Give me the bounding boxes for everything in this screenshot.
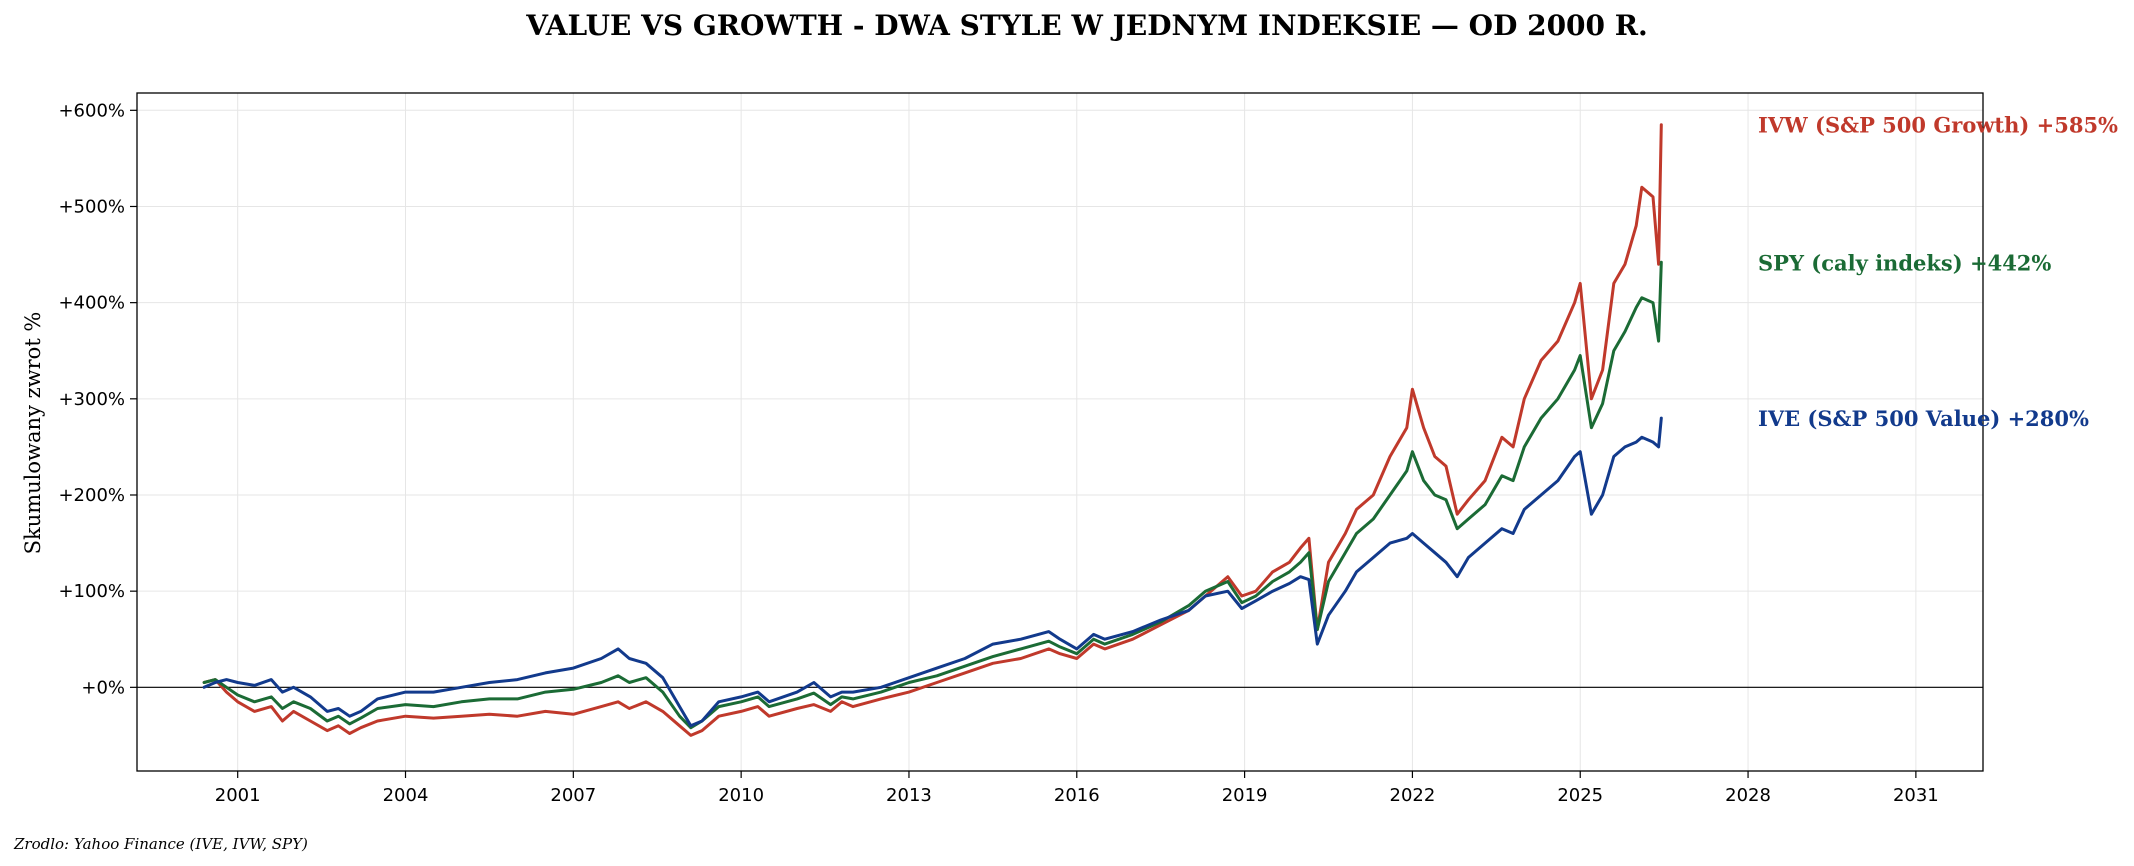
- plot-frame: [136, 92, 1984, 772]
- grid-lines: [137, 93, 1983, 771]
- x-tick-label: 2004: [383, 785, 429, 806]
- x-tick-label: 2028: [1725, 785, 1771, 806]
- series-end-labels: IVW (S&P 500 Growth) +585% SPY (caly inde…: [1758, 113, 2118, 431]
- y-tick-label: +200%: [58, 485, 125, 506]
- x-axis-ticks: 2001 2004 2007 2010 2013 2016 2019 2022 2025 2028…: [215, 771, 1939, 806]
- x-tick-label: 2013: [886, 785, 932, 806]
- series-line-0: [202, 123, 1663, 737]
- series-end-label: SPY (caly indeks) +442%: [1758, 250, 2051, 275]
- y-tick-label: +600%: [58, 100, 125, 121]
- y-axis-ticks: +0% +100% +200% +300% +400% +500% +600%: [58, 100, 137, 698]
- series-line-1: [202, 260, 1663, 730]
- y-tick-label: +400%: [58, 293, 125, 314]
- x-tick-label: 2022: [1390, 785, 1436, 806]
- y-tick-label: +300%: [58, 389, 125, 410]
- x-tick-label: 2016: [1054, 785, 1100, 806]
- x-tick-label: 2031: [1893, 785, 1939, 806]
- series-lines: [202, 123, 1663, 737]
- x-tick-label: 2019: [1222, 785, 1268, 806]
- chart-title: VALUE VS GROWTH - DWA STYLE W JEDNYM IND…: [525, 9, 1648, 42]
- y-tick-label: +100%: [58, 581, 125, 602]
- x-tick-label: 2001: [215, 785, 261, 806]
- y-axis-label: Skumulowany zwrot %: [21, 312, 45, 555]
- y-tick-label: +0%: [81, 677, 125, 698]
- source-note: Zrodlo: Yahoo Finance (IVE, IVW, SPY): [13, 835, 308, 853]
- series-end-label: IVW (S&P 500 Growth) +585%: [1758, 113, 2118, 138]
- x-tick-label: 2010: [718, 785, 764, 806]
- x-tick-label: 2025: [1557, 785, 1603, 806]
- x-tick-label: 2007: [550, 785, 596, 806]
- series-line-2: [202, 416, 1663, 728]
- y-tick-label: +500%: [58, 196, 125, 217]
- series-end-label: IVE (S&P 500 Value) +280%: [1758, 406, 2089, 431]
